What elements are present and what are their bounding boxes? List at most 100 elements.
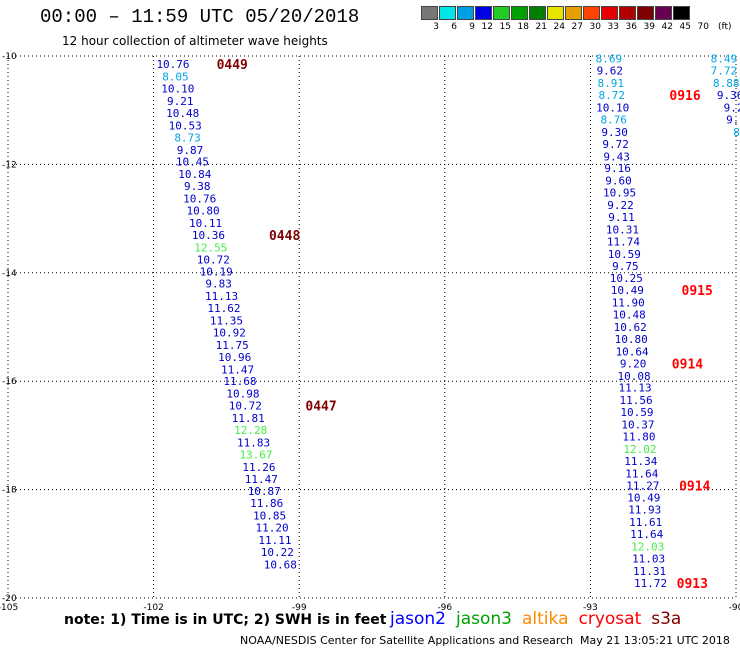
footer-credit: NOAA/NESDIS Center for Satellite Applica… (240, 634, 574, 647)
color-scale-label: 21 (535, 22, 547, 32)
data-point-label: 11.64 (630, 528, 663, 541)
data-point-label: 11.64 (625, 467, 658, 480)
data-point-label: 11.31 (633, 565, 666, 578)
data-point-label: 11.83 (237, 436, 270, 449)
y-tick-label: -18 (2, 486, 17, 496)
data-point-label: 9.87 (177, 144, 204, 157)
color-scale-cell (529, 6, 546, 20)
data-point-label: 11.34 (624, 455, 657, 468)
data-point-label: 10.10 (596, 101, 629, 114)
color-scale-label: 24 (553, 22, 565, 32)
note-text: note: 1) Time is in UTC; 2) SWH is in fe… (64, 612, 387, 628)
data-point-label: 12.28 (234, 424, 267, 437)
data-point-label: 9.20 (620, 357, 647, 370)
x-tick-label: -105 (0, 603, 18, 613)
data-point-label: 10.87 (248, 485, 281, 498)
data-point-label: 11.61 (629, 516, 662, 529)
data-point-label: 12.03 (631, 541, 664, 554)
data-point-label: 10.25 (610, 272, 643, 285)
data-point-label: 9.1 (726, 113, 740, 126)
color-scale-cell (673, 6, 690, 20)
data-point-label: 8. (733, 126, 740, 139)
legend-s3a: s3a (651, 609, 682, 629)
legend-cryosat: cryosat (578, 609, 642, 629)
color-scale-labels: 3 6 9 12 15 18 21 24 27 30 33 36 39 42 45 70 (421, 22, 709, 32)
data-point-label: 9.2 (724, 101, 740, 114)
data-point-label: 11.80 (622, 430, 655, 443)
data-point-label: 10.72 (229, 400, 262, 413)
color-scale-label: 27 (571, 22, 583, 32)
data-point-label: 8.72 (599, 89, 626, 102)
color-scale-label: 45 (679, 22, 691, 32)
data-point-label: 12.55 (194, 241, 227, 254)
data-point-label: 11.27 (626, 479, 659, 492)
data-point-label: 9.21 (167, 95, 194, 108)
pass-time-label: 0447 (305, 400, 336, 415)
data-point-label: 10.08 (618, 370, 651, 383)
data-point-label: 9.30 (601, 126, 628, 139)
data-point-label: 10.53 (169, 119, 202, 132)
data-point-label: 11.81 (232, 412, 265, 425)
color-scale-label: 3 (433, 22, 439, 32)
data-point-label: 11.56 (619, 394, 652, 407)
data-point-label: 10.96 (218, 351, 251, 364)
data-point-label: 9.43 (603, 150, 630, 163)
data-point-label: 11.90 (612, 297, 645, 310)
data-point-label: 11.47 (245, 473, 278, 486)
y-tick-label: -20 (2, 594, 17, 604)
data-point-label: 11.03 (632, 552, 665, 565)
data-point-label: 10.68 (264, 558, 297, 571)
data-point-label: 9.11 (608, 211, 635, 224)
data-point-label: 8.88 (713, 77, 740, 90)
data-point-label: 10.62 (614, 321, 647, 334)
color-scale-label: 36 (625, 22, 637, 32)
x-tick-label: -96 (437, 603, 452, 613)
data-point-label: 9.60 (605, 175, 632, 188)
color-scale-label: 42 (661, 22, 673, 32)
data-point-label: 10.72 (197, 253, 230, 266)
color-scale-label: 30 (589, 22, 601, 32)
data-point-label: 9.83 (205, 278, 232, 291)
data-point-label: 9.16 (604, 162, 631, 175)
color-scale-label: 12 (481, 22, 493, 32)
data-point-label: 10.59 (620, 406, 653, 419)
color-scale-cell (493, 6, 510, 20)
data-point-label: 9.22 (607, 199, 634, 212)
data-point-label: 11.47 (221, 363, 254, 376)
legend-jason3: jason3 (456, 609, 512, 629)
data-point-label: 11.11 (258, 534, 291, 547)
y-tick-label: -14 (2, 269, 17, 279)
color-scale-label: 6 (451, 22, 457, 32)
data-point-label: 11.35 (210, 314, 243, 327)
data-point-label: 11.13 (205, 290, 238, 303)
data-point-label: 10.48 (166, 107, 199, 120)
data-point-label: 10.80 (615, 333, 648, 346)
data-point-label: 10.98 (226, 388, 259, 401)
chart-title: 00:00 – 11:59 UTC 05/20/2018 (40, 6, 360, 28)
x-tick-label: -90 (729, 603, 740, 613)
pass-time-label: 0916 (669, 89, 700, 104)
data-point-label: 11.72 (634, 577, 667, 590)
color-scale-unit: (ft) (718, 22, 732, 32)
data-point-label: 9.38 (184, 180, 211, 193)
data-point-label: 10.95 (603, 187, 636, 200)
color-scale-cell (655, 6, 672, 20)
data-point-label: 10.11 (189, 217, 222, 230)
data-point-label: 10.76 (156, 58, 189, 71)
data-point-label: 11.13 (618, 382, 651, 395)
data-point-label: 8.49 (711, 53, 738, 66)
data-point-label: 11.20 (255, 522, 288, 535)
color-scale-cell (547, 6, 564, 20)
data-point-label: 11.74 (607, 235, 640, 248)
data-point-label: 9.75 (612, 260, 639, 273)
data-point-label: 10.37 (621, 419, 654, 432)
data-point-label: 10.22 (261, 546, 294, 559)
data-point-label: 8.76 (600, 113, 627, 126)
color-scale-label: 15 (499, 22, 511, 32)
color-scale-cell (421, 6, 438, 20)
color-scale-cell (619, 6, 636, 20)
footer-date: May 21 13:05:21 UTC 2018 (580, 634, 730, 647)
color-scale-cell (511, 6, 528, 20)
color-scale-label: 33 (607, 22, 619, 32)
